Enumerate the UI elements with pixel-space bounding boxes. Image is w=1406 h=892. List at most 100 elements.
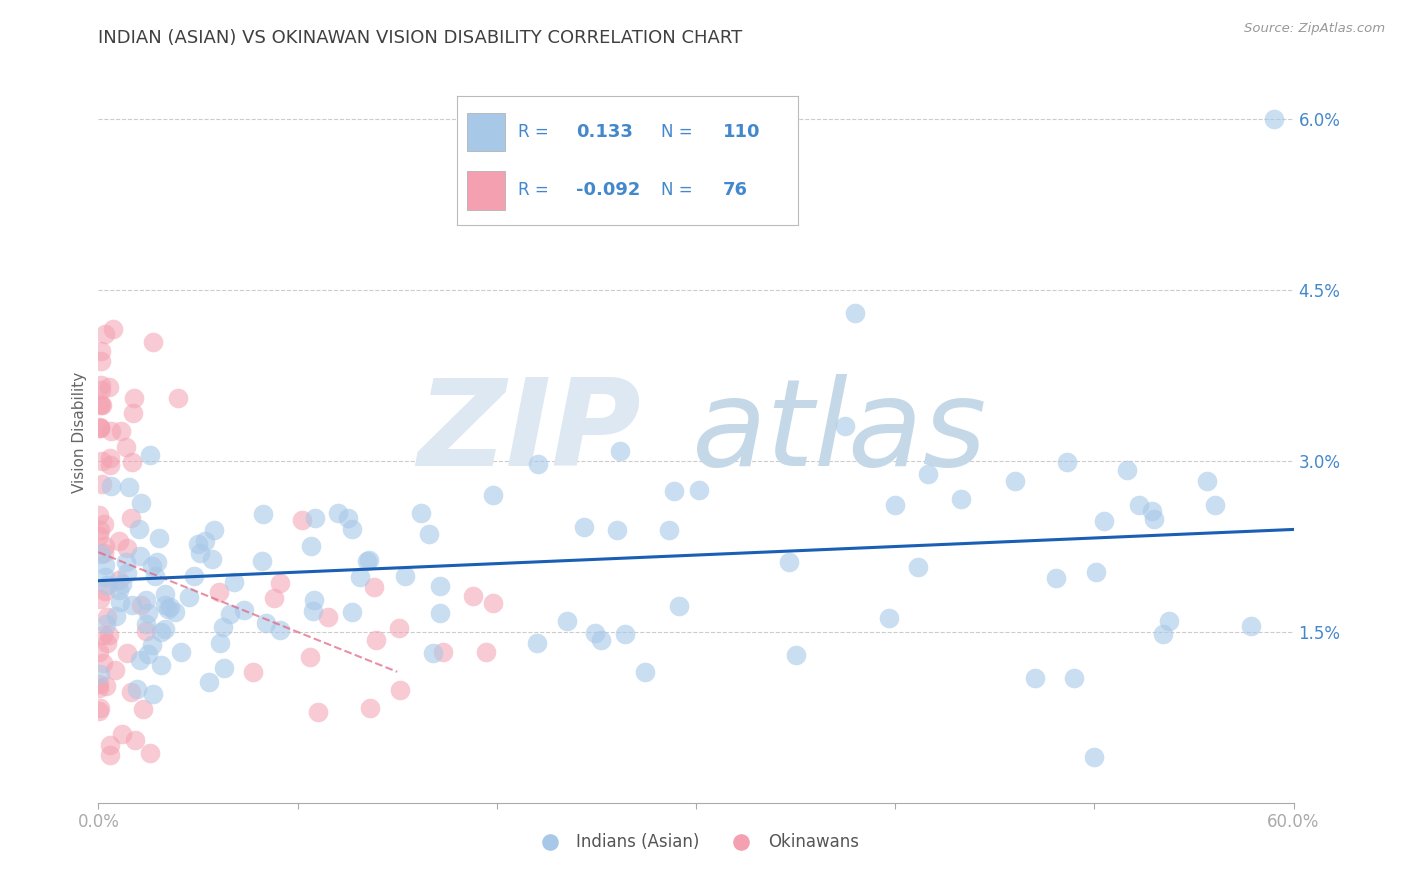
Point [98, 748, 121, 763]
Point [356, 553, 378, 567]
Point [218, 607, 240, 621]
Point [183, 569, 205, 583]
Point [475, 645, 498, 659]
Point [89, 508, 111, 522]
Point [526, 636, 548, 650]
Point [89, 681, 111, 696]
Point [91, 398, 114, 412]
Point [98, 628, 121, 642]
Point [340, 605, 363, 619]
Point [606, 523, 628, 537]
Point [153, 623, 176, 637]
Point [121, 598, 143, 612]
Point [90, 547, 112, 561]
Point [90, 398, 112, 412]
Point [211, 620, 233, 634]
Point [359, 701, 381, 715]
Point [1157, 614, 1180, 628]
Point [142, 687, 165, 701]
Point [917, 467, 939, 482]
Point [461, 589, 484, 603]
Point [252, 507, 274, 521]
Point [115, 440, 138, 454]
Point [1152, 627, 1174, 641]
Point [1004, 474, 1026, 488]
Point [91, 454, 114, 468]
Point [366, 632, 388, 647]
Point [194, 533, 217, 548]
Point [1092, 514, 1115, 528]
Point [135, 624, 157, 639]
Point [359, 553, 381, 567]
Y-axis label: Vision Disability: Vision Disability [72, 372, 87, 493]
Point [609, 443, 631, 458]
Point [94, 326, 117, 341]
Point [1195, 475, 1218, 489]
Point [120, 685, 142, 699]
Point [89, 421, 111, 435]
Point [105, 608, 128, 623]
Point [167, 392, 190, 406]
Point [110, 424, 132, 438]
Point [90, 383, 112, 397]
Point [429, 579, 451, 593]
Point [482, 596, 505, 610]
Point [89, 523, 111, 537]
Point [87, 644, 110, 658]
Point [111, 576, 134, 591]
Point [135, 617, 157, 632]
Point [572, 519, 595, 533]
Point [224, 574, 246, 589]
Point [124, 732, 146, 747]
Point [129, 598, 152, 612]
Point [135, 592, 157, 607]
Point [156, 602, 179, 616]
Point [128, 653, 150, 667]
Point [907, 559, 929, 574]
Point [89, 529, 111, 543]
Point [141, 559, 163, 574]
Point [879, 610, 901, 624]
Point [93, 584, 115, 599]
Point [363, 580, 385, 594]
Point [883, 498, 905, 512]
Point [304, 511, 326, 525]
Point [132, 702, 155, 716]
Point [422, 646, 444, 660]
Point [1024, 671, 1046, 685]
Point [170, 645, 193, 659]
Point [93, 546, 115, 560]
Point [122, 392, 145, 406]
Point [163, 605, 186, 619]
Point [139, 448, 162, 462]
Point [90, 377, 112, 392]
Point [96, 578, 118, 592]
Point [613, 627, 636, 641]
Point [89, 591, 111, 606]
Point [1115, 463, 1137, 477]
Point [316, 610, 339, 624]
Point [389, 683, 412, 698]
Point [482, 488, 505, 502]
Point [89, 704, 111, 718]
Point [107, 573, 129, 587]
Point [142, 334, 165, 349]
Point [1240, 619, 1263, 633]
Point [136, 648, 159, 662]
Point [202, 524, 225, 538]
Point [90, 353, 112, 368]
Point [131, 496, 153, 510]
Point [688, 483, 710, 498]
Point [328, 506, 350, 520]
Point [128, 522, 150, 536]
Point [198, 675, 221, 690]
Point [96, 610, 118, 624]
Point [149, 625, 172, 640]
Point [89, 666, 111, 681]
Point [159, 599, 181, 614]
Point [104, 663, 127, 677]
Point [149, 658, 172, 673]
Point [139, 747, 162, 761]
Point [141, 638, 163, 652]
Point [100, 424, 122, 438]
